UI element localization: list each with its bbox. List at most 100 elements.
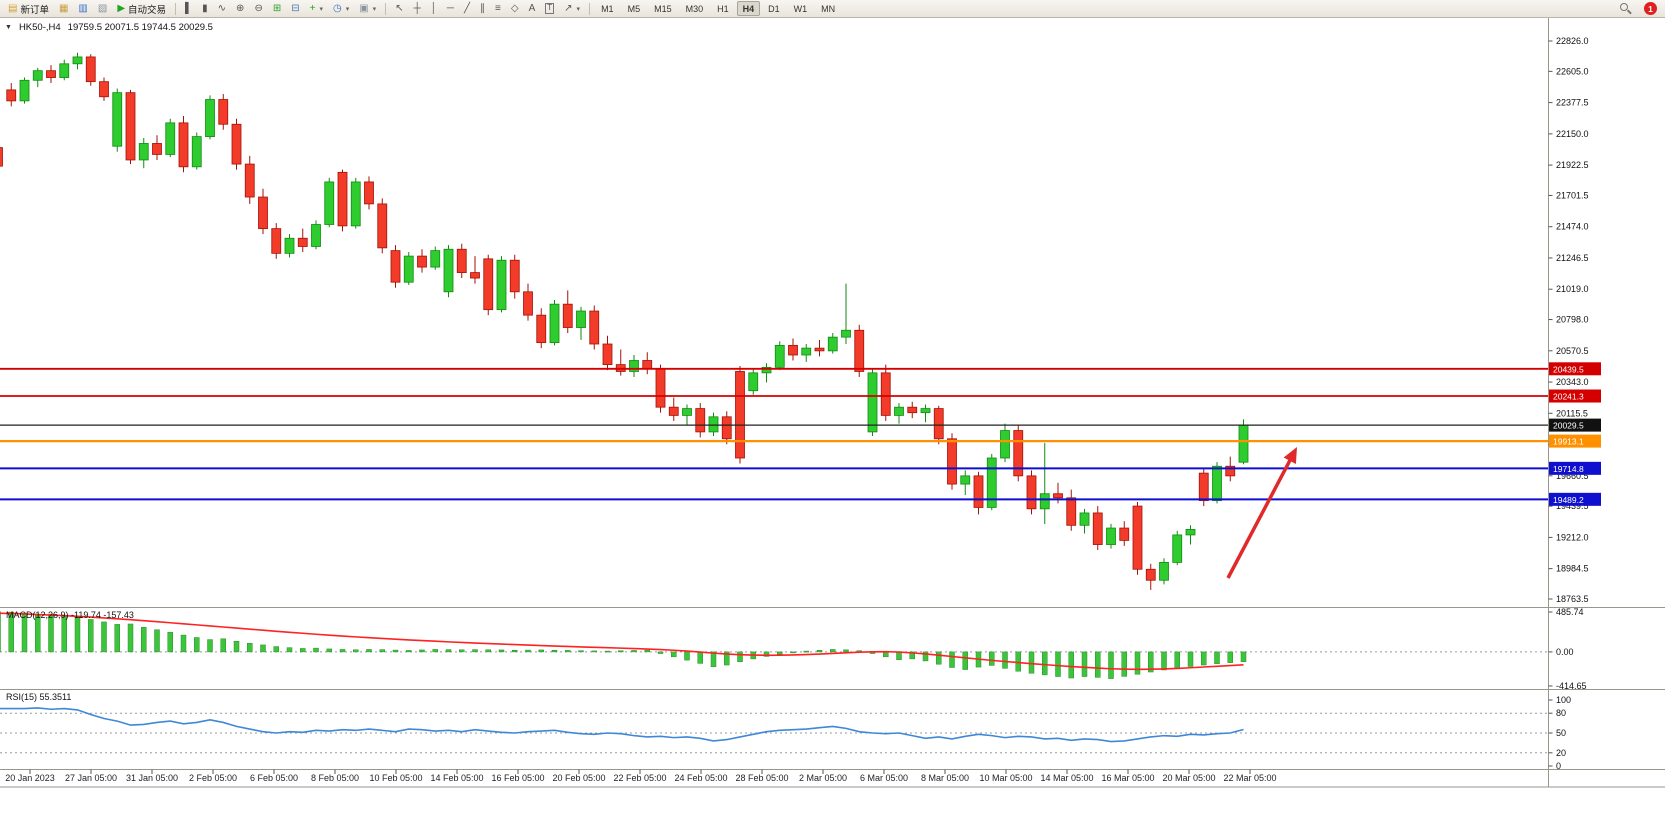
market-watch-icon: ▥ [78,2,88,14]
time-axis[interactable]: 20 Jan 2023 27 Jan 05:00 31 Jan 05:00 2 Feb… [5,769,1277,784]
shapes-button[interactable]: ◇ [506,1,524,17]
timeframe-button-D1[interactable]: D1 [768,3,780,14]
timeframe-button-M15[interactable]: M15 [654,3,672,14]
text-button[interactable]: A [524,1,541,17]
line-chart-button[interactable]: ∿ [213,1,231,17]
svg-text:10 Mar 05:00: 10 Mar 05:00 [979,773,1032,783]
vertical-line-button[interactable]: │ [426,1,442,17]
new-order-button[interactable]: ▤ 新订单 [3,1,54,17]
price-axis[interactable]: 22826.0 22605.0 22377.5 22150.0 21922.5 21701… [1548,36,1602,604]
svg-text:20 Jan 2023: 20 Jan 2023 [5,773,55,783]
svg-text:20798.0: 20798.0 [1556,315,1589,325]
toolbar-separator [385,2,387,15]
period-selector-button[interactable]: ◷ ▾ [328,1,354,17]
svg-text:16 Feb 05:00: 16 Feb 05:00 [491,773,544,783]
svg-text:485.74: 485.74 [1556,607,1584,617]
text-label-button[interactable]: T [540,1,559,17]
toolbar-separator [175,2,177,15]
trend-arrow-annotation[interactable] [1226,447,1297,579]
charts-button[interactable]: ▦ [54,1,73,17]
svg-text:21701.5: 21701.5 [1556,190,1589,200]
ohlc-values: 19759.5 20071.5 19744.5 20029.5 [67,22,213,33]
timeframe-button-H1[interactable]: H1 [717,3,729,14]
timeframe-button-M5[interactable]: M5 [627,3,641,14]
bar-chart-button[interactable]: ▌ [180,1,197,17]
equidistant-channel-icon: ∥ [480,2,486,14]
svg-text:20115.5: 20115.5 [1556,408,1588,418]
fibonacci-button[interactable]: ≡ [490,1,506,17]
horizontal-line-icon: ─ [446,2,455,14]
svg-text:21246.5: 21246.5 [1556,253,1589,263]
svg-text:22605.0: 22605.0 [1556,66,1589,76]
tile-windows-button[interactable]: ⊞ [268,1,286,17]
cursor-icon: ↖ [395,2,404,14]
timeframe-button-H4[interactable]: H4 [736,1,761,16]
timeframe-button-M30[interactable]: M30 [685,3,704,14]
chart-canvas[interactable]: 22826.0 22605.0 22377.5 22150.0 21922.5 21701… [0,18,1665,839]
svg-text:20439.5: 20439.5 [1553,364,1584,374]
svg-text:22 Mar 05:00: 22 Mar 05:00 [1223,773,1276,783]
svg-text:22377.5: 22377.5 [1556,98,1589,108]
arrows-button[interactable]: ↗ ▾ [559,1,585,17]
svg-text:10 Feb 05:00: 10 Feb 05:00 [369,773,422,783]
svg-text:21474.0: 21474.0 [1556,222,1589,232]
candlestick-chart-button[interactable]: ▮ [197,1,213,17]
svg-text:19660.5: 19660.5 [1556,471,1589,481]
svg-text:20570.5: 20570.5 [1556,346,1589,356]
toolbar-separator [589,2,591,15]
svg-text:6 Feb 05:00: 6 Feb 05:00 [250,773,298,783]
zoom-out-icon: ⊖ [254,2,263,14]
search-button[interactable] [1615,1,1637,17]
svg-text:16 Mar 05:00: 16 Mar 05:00 [1101,773,1154,783]
auto-arrange-button[interactable]: ⊟ [286,1,304,17]
auto-arrange-icon: ⊟ [291,2,300,14]
timeframe-button-M1[interactable]: M1 [601,3,614,14]
text-icon: A [528,2,536,14]
price-badge: 20241.3 [1549,389,1601,403]
svg-text:22150.0: 22150.0 [1556,129,1589,139]
strategy-tester-button[interactable]: ▧ [93,1,112,17]
auto-trading-button-label: 自动交易 [128,4,167,16]
svg-text:14 Mar 05:00: 14 Mar 05:00 [1040,773,1093,783]
svg-text:24 Feb 05:00: 24 Feb 05:00 [674,773,727,783]
svg-text:19212.0: 19212.0 [1556,532,1589,542]
trendline-button[interactable]: ╱ [459,1,475,17]
chevron-down-icon: ▾ [345,5,350,13]
zoom-in-button[interactable]: ⊕ [231,1,249,17]
cursor-button[interactable]: ↖ [390,1,408,17]
svg-text:50: 50 [1556,728,1566,738]
price-badge: 19489.2 [1549,492,1601,506]
price-badge: 20029.5 [1549,418,1601,432]
zoom-out-button[interactable]: ⊖ [249,1,267,17]
timeframe-button-W1[interactable]: W1 [793,3,808,14]
svg-text:21922.5: 21922.5 [1556,160,1589,170]
strategy-tester-icon: ▧ [97,2,108,14]
svg-text:22 Feb 05:00: 22 Feb 05:00 [613,773,666,783]
collapse-icon[interactable]: ▼ [5,24,12,31]
new-chart-icon: + [309,2,316,14]
horizontal-line-button[interactable]: ─ [442,1,459,17]
svg-text:19714.8: 19714.8 [1553,464,1584,474]
svg-text:20241.3: 20241.3 [1553,392,1584,402]
candles-layer [0,52,1249,590]
equidistant-channel-button[interactable]: ∥ [475,1,490,17]
market-watch-button[interactable]: ▥ [73,1,92,17]
macd-panel: 485.74 0.00 -414.65 [0,607,1587,691]
notification-badge[interactable]: 1 [1644,2,1657,15]
new-chart-button[interactable]: + ▾ [305,1,328,17]
timeframe-button-MN[interactable]: MN [821,3,836,14]
rsi-indicator-label: RSI(15) 55.3511 [6,692,72,702]
auto-trading-icon: ▶ [117,2,126,14]
trendline-icon: ╱ [464,2,471,14]
svg-text:2 Mar 05:00: 2 Mar 05:00 [799,773,847,783]
svg-text:18763.5: 18763.5 [1556,594,1589,604]
svg-text:2 Feb 05:00: 2 Feb 05:00 [189,773,237,783]
crosshair-button[interactable]: ┼ [409,1,426,17]
main-toolbar: ▤ 新订单 ▦ ▥ ▧ ▶ 自动交易 ▌ ▮ ∿ ⊕ ⊖ ⊞ ⊟ + ▾ ◷ ▾ ▣ ▾ ↖ ┼ │ ─ ╱ ∥ ≡ ◇ A T ↗ ▾ … [0,0,1665,18]
templates-button[interactable]: ▣ ▾ [354,1,381,17]
svg-text:28 Feb 05:00: 28 Feb 05:00 [735,773,788,783]
auto-trading-button[interactable]: ▶ 自动交易 [112,1,171,17]
svg-text:19913.1: 19913.1 [1553,437,1584,447]
symbol-period-label: HK50-,H4 [18,22,61,33]
